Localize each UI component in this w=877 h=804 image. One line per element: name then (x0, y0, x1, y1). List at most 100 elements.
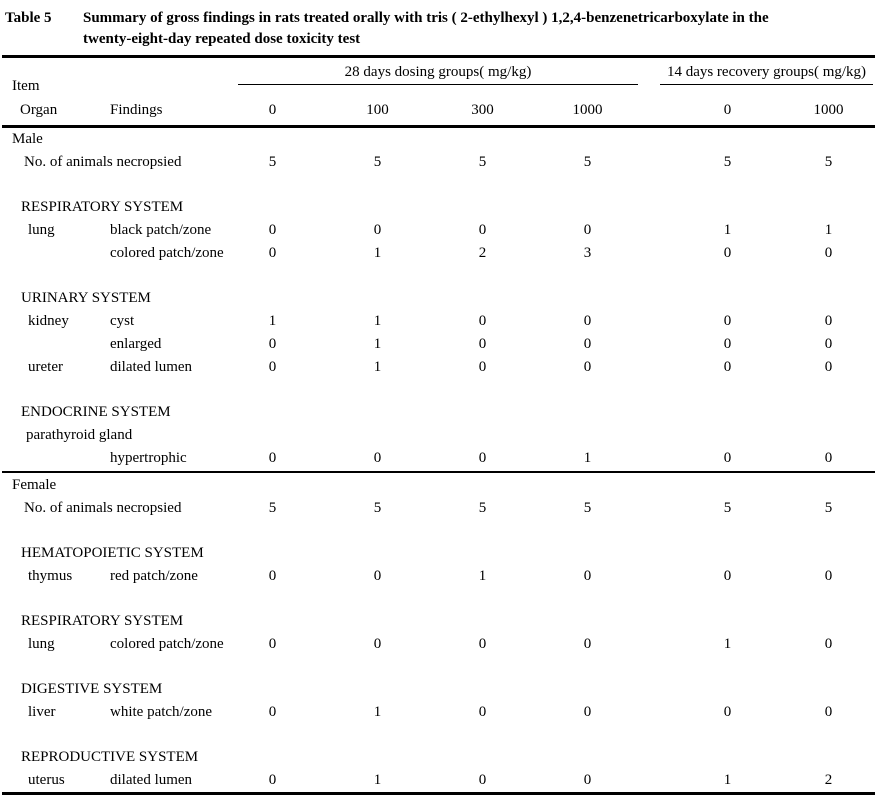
value-cell: 1 (478, 568, 487, 584)
value-cell: 0 (583, 222, 592, 238)
system-section-label: RESPIRATORY SYSTEM (21, 199, 184, 215)
table-header: Item 28 days dosing groups( mg/kg) 14 da… (0, 58, 877, 125)
value-cell: 0 (268, 336, 277, 352)
organ-cell: lung (28, 222, 55, 238)
table-body: Male No. of animals necropsied 5 5 5 5 5 5 RESPI… (0, 128, 877, 792)
header-findings: Findings (110, 102, 163, 118)
header-dosing-group: 28 days dosing groups( mg/kg) (238, 64, 638, 85)
value-cell: 5 (583, 154, 592, 170)
spacer-row (0, 174, 877, 196)
value-cell: 0 (478, 772, 487, 788)
finding-row: liver white patch/zone 0 1 0 0 0 0 (0, 701, 877, 724)
header-dose-100: 100 (366, 102, 389, 118)
value-cell: 0 (824, 568, 833, 584)
value-cell: 0 (723, 568, 732, 584)
finding-row: uterus dilated lumen 0 1 0 0 1 2 (0, 769, 877, 792)
system-section-label: URINARY SYSTEM (21, 290, 151, 306)
finding-cell: white patch/zone (110, 704, 213, 720)
value-cell: 5 (373, 154, 382, 170)
value-cell: 1 (583, 450, 592, 466)
finding-cell: black patch/zone (110, 222, 212, 238)
organ-label: parathyroid gland (26, 427, 133, 443)
value-cell: 1 (723, 636, 732, 652)
value-cell: 3 (583, 245, 592, 261)
header-columns-row: Organ Findings 0 100 300 1000 0 1000 (0, 98, 877, 122)
header-dose-1000: 1000 (572, 102, 603, 118)
organ-cell: liver (28, 704, 56, 720)
system-row: RESPIRATORY SYSTEM (0, 610, 877, 633)
spacer-row (0, 724, 877, 746)
value-cell: 5 (824, 500, 833, 516)
value-cell: 0 (583, 336, 592, 352)
value-cell: 0 (373, 636, 382, 652)
value-cell: 0 (268, 245, 277, 261)
value-cell: 0 (583, 568, 592, 584)
value-cell: 0 (373, 568, 382, 584)
value-cell: 1 (268, 313, 277, 329)
value-cell: 0 (583, 704, 592, 720)
value-cell: 0 (824, 450, 833, 466)
value-cell: 1 (373, 704, 382, 720)
section-divider (2, 471, 875, 473)
value-cell: 0 (373, 222, 382, 238)
value-cell: 1 (824, 222, 833, 238)
table-number: Table 5 (5, 10, 52, 26)
value-cell: 1 (723, 222, 732, 238)
value-cell: 0 (824, 336, 833, 352)
header-recovery-1000: 1000 (813, 102, 844, 118)
organ-cell: lung (28, 636, 55, 652)
gender-row: Female (0, 474, 877, 497)
value-cell: 2 (478, 245, 487, 261)
value-cell: 5 (373, 500, 382, 516)
top-rule (2, 55, 875, 58)
value-cell: 0 (478, 313, 487, 329)
finding-row: lung black patch/zone 0 0 0 0 1 1 (0, 219, 877, 242)
finding-row: colored patch/zone 0 1 2 3 0 0 (0, 242, 877, 265)
system-row: URINARY SYSTEM (0, 287, 877, 310)
system-section-label: HEMATOPOIETIC SYSTEM (21, 545, 204, 561)
finding-row: kidney cyst 1 1 0 0 0 0 (0, 310, 877, 333)
system-row: HEMATOPOIETIC SYSTEM (0, 542, 877, 565)
finding-cell: colored patch/zone (110, 245, 224, 261)
value-cell: 0 (478, 222, 487, 238)
value-cell: 5 (478, 500, 487, 516)
system-row: RESPIRATORY SYSTEM (0, 196, 877, 219)
value-cell: 0 (268, 704, 277, 720)
system-section-label: RESPIRATORY SYSTEM (21, 613, 184, 629)
organ-cell: uterus (28, 772, 65, 788)
gender-section-label: Male (12, 131, 43, 147)
value-cell: 1 (373, 336, 382, 352)
bottom-rule (2, 792, 875, 795)
value-cell: 0 (583, 772, 592, 788)
system-row: ENDOCRINE SYSTEM (0, 401, 877, 424)
value-cell: 1 (373, 772, 382, 788)
finding-row: hypertrophic 0 0 0 1 0 0 (0, 447, 877, 470)
count-label: No. of animals necropsied (24, 500, 182, 516)
value-cell: 0 (583, 313, 592, 329)
finding-cell: colored patch/zone (110, 636, 224, 652)
value-cell: 0 (723, 359, 732, 375)
table-title-line2: twenty-eight-day repeated dose toxicity … (83, 31, 361, 47)
value-cell: 5 (268, 500, 277, 516)
value-cell: 0 (824, 636, 833, 652)
value-cell: 0 (478, 704, 487, 720)
value-cell: 0 (268, 772, 277, 788)
finding-cell: enlarged (110, 336, 162, 352)
table-caption: Table 5 Summary of gross findings in rat… (0, 0, 877, 50)
finding-row: ureter dilated lumen 0 1 0 0 0 0 (0, 356, 877, 379)
header-bottom-rule (2, 125, 875, 128)
system-section-label: REPRODUCTIVE SYSTEM (21, 749, 199, 765)
spacer-row (0, 656, 877, 678)
finding-row: thymus red patch/zone 0 0 1 0 0 0 (0, 565, 877, 588)
value-cell: 5 (268, 154, 277, 170)
gender-row: Male (0, 128, 877, 151)
value-cell: 0 (268, 450, 277, 466)
value-cell: 1 (723, 772, 732, 788)
value-cell: 0 (824, 313, 833, 329)
value-cell: 0 (373, 450, 382, 466)
value-cell: 0 (723, 704, 732, 720)
system-row: DIGESTIVE SYSTEM (0, 678, 877, 701)
value-cell: 0 (268, 222, 277, 238)
spacer-row (0, 588, 877, 610)
finding-row: lung colored patch/zone 0 0 0 0 1 0 (0, 633, 877, 656)
